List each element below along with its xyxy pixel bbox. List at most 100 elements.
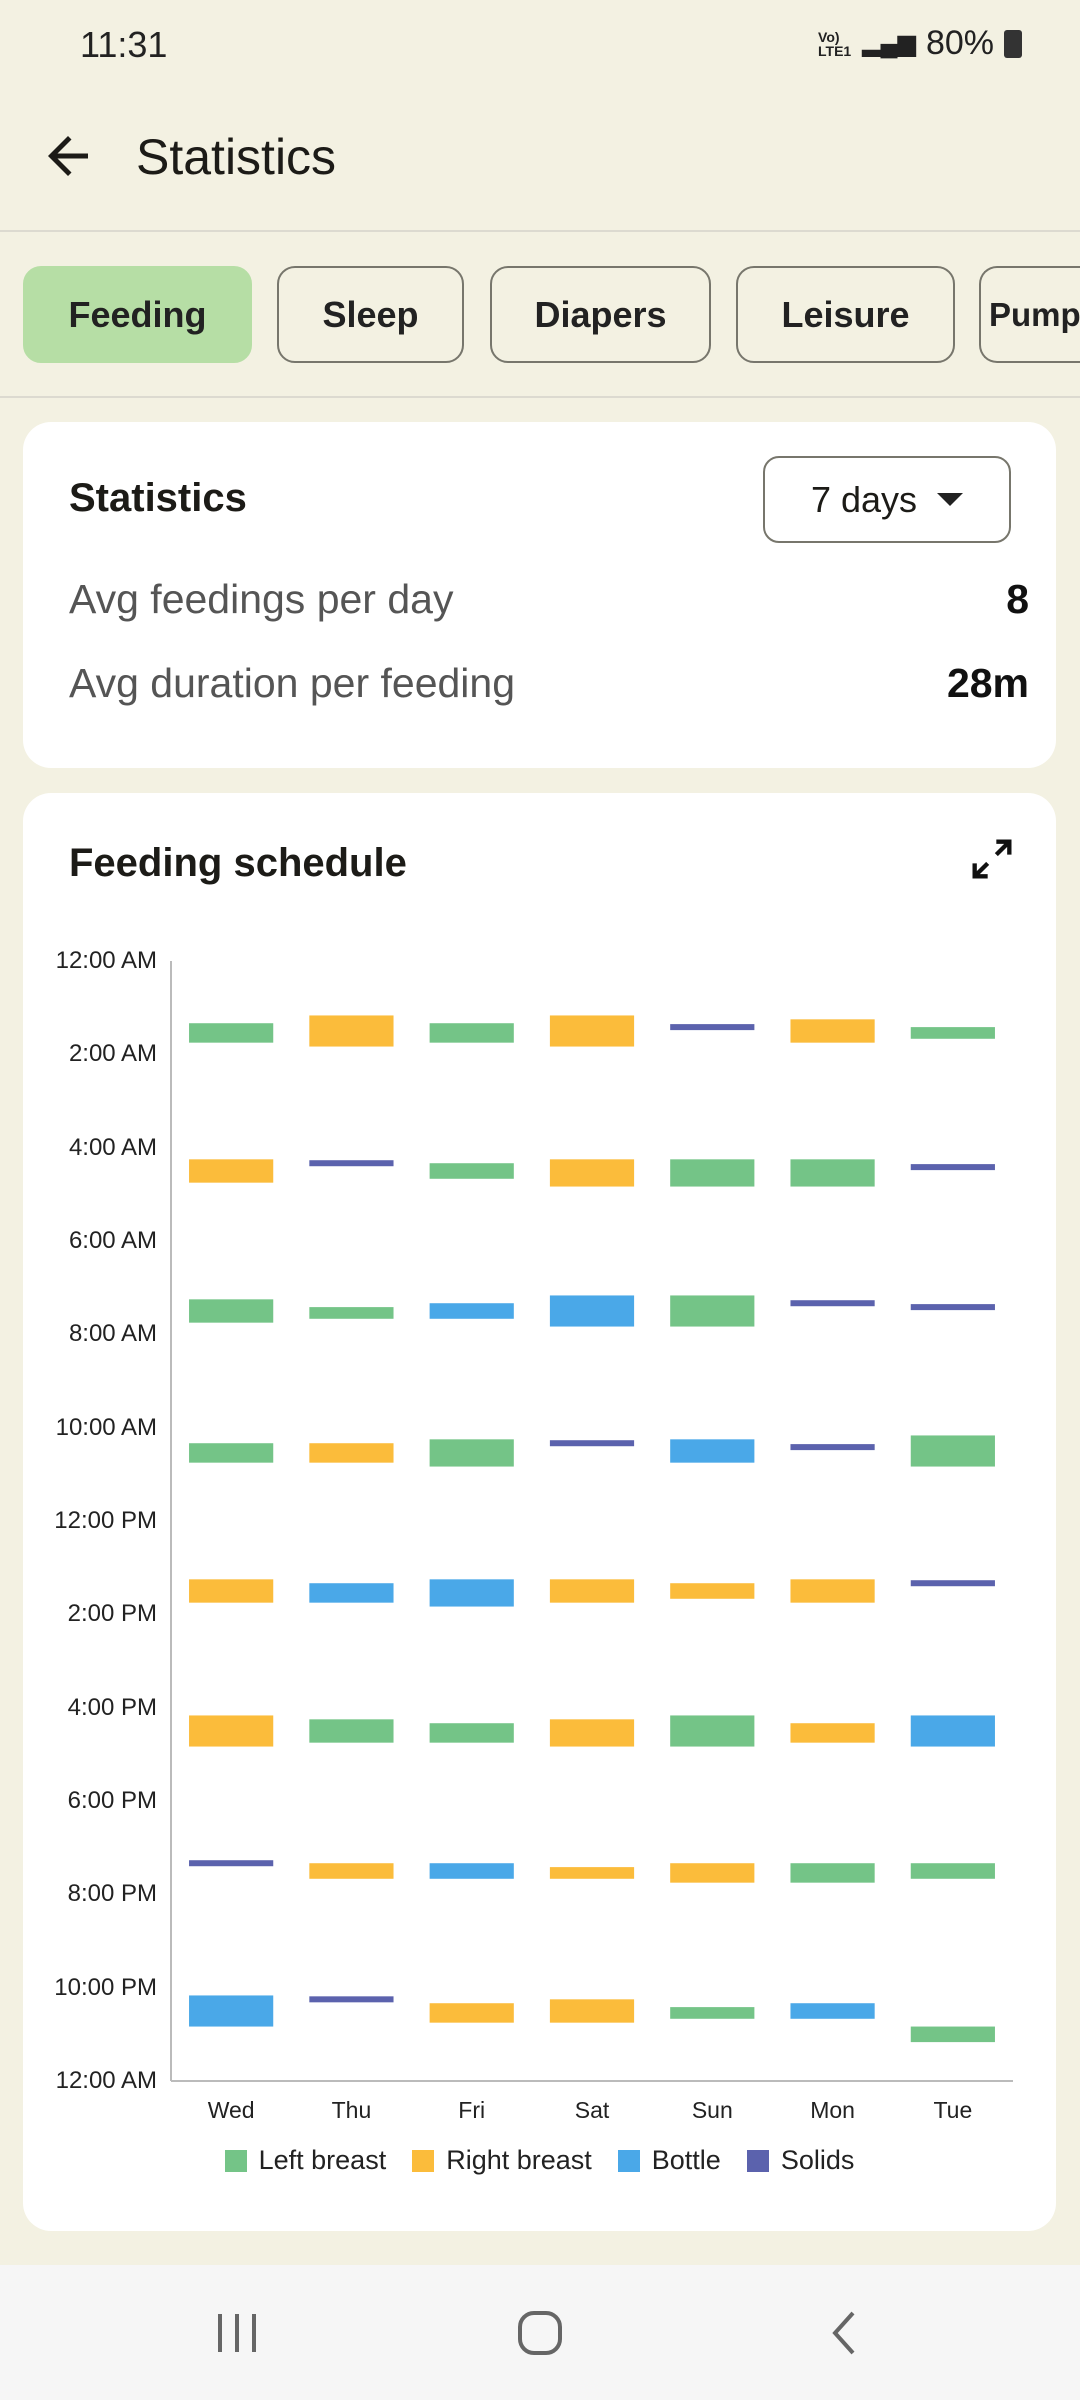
feeding-bar-right-breast	[790, 1579, 875, 1603]
divider	[0, 230, 1080, 232]
feeding-bar-right-breast	[549, 1999, 635, 2023]
home-icon[interactable]	[515, 2310, 565, 2356]
y-tick-label: 10:00 PM	[54, 1973, 157, 2001]
feeding-bar-bottle	[910, 1715, 995, 1747]
feeding-bar-right-breast	[309, 1015, 394, 1047]
feeding-bar-right-breast	[309, 1443, 394, 1463]
y-tick-label: 4:00 PM	[67, 1693, 157, 1721]
feeding-bar-right-breast	[549, 1159, 635, 1187]
feeding-bar-right-breast	[429, 2003, 514, 2023]
x-tick-label: Sat	[574, 2097, 610, 2123]
feeding-bar-right-breast	[790, 1019, 875, 1043]
expand-icon[interactable]	[966, 833, 1018, 885]
legend-swatch	[412, 2149, 435, 2172]
system-nav-bar	[0, 2265, 1080, 2400]
y-tick-label: 12:00 PM	[54, 1507, 157, 1534]
statistics-card: Statistics 7 days Avg feedings per day 8 …	[23, 422, 1056, 768]
feeding-bar-right-breast	[670, 1583, 755, 1599]
y-tick-label: 6:00 PM	[67, 1787, 157, 1814]
tab-leisure[interactable]: Leisure	[736, 266, 955, 363]
stat-row: Avg duration per feeding 28m	[69, 660, 1029, 707]
feeding-bar-right-breast	[670, 1863, 755, 1883]
feeding-bar-left-breast	[189, 1443, 274, 1463]
card-title: Statistics	[69, 476, 247, 520]
stat-value: 28m	[946, 660, 1029, 706]
recent-apps-icon[interactable]	[212, 2310, 262, 2356]
feeding-bar-left-breast	[309, 1307, 394, 1319]
x-tick-label: Mon	[810, 2097, 855, 2123]
range-value: 7 days	[810, 478, 918, 520]
x-tick-label: Fri	[458, 2097, 486, 2123]
battery-icon	[1004, 29, 1022, 58]
legend-label: Bottle	[651, 2145, 721, 2175]
stat-label: Avg feedings per day	[69, 576, 454, 622]
feeding-bar-left-breast	[429, 1439, 514, 1467]
feeding-bar-right-breast	[549, 1719, 635, 1747]
feeding-bar-left-breast	[670, 1159, 755, 1187]
legend-label: Right breast	[446, 2145, 592, 2175]
tab-pump[interactable]: Pump	[979, 266, 1080, 363]
feeding-bar-left-breast	[910, 2026, 995, 2043]
divider	[0, 396, 1080, 398]
range-dropdown[interactable]: 7 days	[763, 456, 1011, 543]
tab-feeding[interactable]: Feeding	[23, 266, 252, 363]
y-tick-label: 6:00 AM	[68, 1227, 157, 1254]
stat-label: Avg duration per feeding	[69, 660, 516, 706]
feeding-bar-bottle	[429, 1863, 514, 1879]
legend-label: Left breast	[258, 2145, 387, 2175]
feeding-bar-left-breast	[429, 1023, 514, 1043]
feeding-schedule-card: Feeding schedule 12:00 AM 2:00 AM 4:00 AM 6…	[23, 793, 1056, 2231]
feeding-bar-bottle	[189, 1995, 274, 2027]
y-tick-label: 10:00 AM	[55, 1413, 157, 1441]
feeding-bar-right-breast	[309, 1863, 394, 1879]
legend-swatch	[617, 2149, 640, 2172]
feeding-bar-bottle	[429, 1303, 514, 1319]
feeding-schedule-chart: 12:00 AM 2:00 AM 4:00 AM 6:00 AM 8:00 AM 10:0…	[23, 793, 1056, 2231]
legend-item: Left breast	[224, 2145, 387, 2176]
feeding-bar-left-breast	[429, 1723, 514, 1743]
arrow-left-icon[interactable]	[38, 126, 98, 186]
card-title: Feeding schedule	[69, 841, 407, 885]
feeding-bar-solids	[910, 1164, 995, 1171]
feeding-bar-right-breast	[549, 1867, 635, 1879]
feeding-bar-left-breast	[670, 1295, 755, 1327]
legend-item: Solids	[746, 2145, 855, 2176]
tab-diapers[interactable]: Diapers	[490, 266, 711, 363]
feeding-bar-solids	[910, 1580, 995, 1587]
legend-swatch	[746, 2149, 769, 2172]
feeding-bar-solids	[670, 1024, 755, 1031]
page-title: Statistics	[136, 129, 337, 185]
status-time: 11:31	[80, 24, 168, 65]
feeding-bar-right-breast	[549, 1579, 635, 1603]
feeding-bar-solids	[309, 1996, 394, 2003]
status-bar: 11:31 Vo) LTE1 ▂▄▆ 80%	[0, 0, 1080, 90]
feeding-bar-right-breast	[189, 1579, 274, 1603]
feeding-bar-right-breast	[549, 1015, 635, 1047]
legend-swatch	[224, 2149, 247, 2172]
status-indicators: Vo) LTE1 ▂▄▆ 80%	[818, 24, 1022, 63]
feeding-bar-right-breast	[189, 1715, 274, 1747]
y-tick-label: 8:00 AM	[68, 1320, 157, 1348]
caret-down-icon	[937, 493, 964, 506]
legend-item: Right breast	[412, 2145, 592, 2176]
feeding-bar-left-breast	[429, 1163, 514, 1179]
feeding-bar-left-breast	[189, 1023, 274, 1043]
feeding-bar-left-breast	[910, 1435, 995, 1467]
network-label: Vo) LTE1	[818, 28, 852, 59]
x-tick-label: Thu	[331, 2097, 372, 2123]
legend-label: Solids	[780, 2145, 855, 2175]
battery-level: 80%	[925, 24, 994, 62]
y-tick-label: 4:00 AM	[68, 1133, 157, 1161]
y-tick-label: 12:00 AM	[55, 947, 157, 974]
tab-sleep[interactable]: Sleep	[277, 266, 464, 363]
feeding-bar-solids	[549, 1440, 635, 1447]
legend-item: Bottle	[617, 2145, 721, 2176]
feeding-bar-left-breast	[790, 1159, 875, 1187]
x-tick-label: Wed	[207, 2097, 255, 2123]
feeding-bar-bottle	[429, 1579, 514, 1607]
y-tick-label: 12:00 AM	[55, 2067, 157, 2094]
feeding-bar-left-breast	[309, 1719, 394, 1743]
y-tick-label: 2:00 PM	[67, 1600, 157, 1628]
back-icon[interactable]	[825, 2310, 865, 2356]
feeding-bar-left-breast	[910, 1863, 995, 1879]
